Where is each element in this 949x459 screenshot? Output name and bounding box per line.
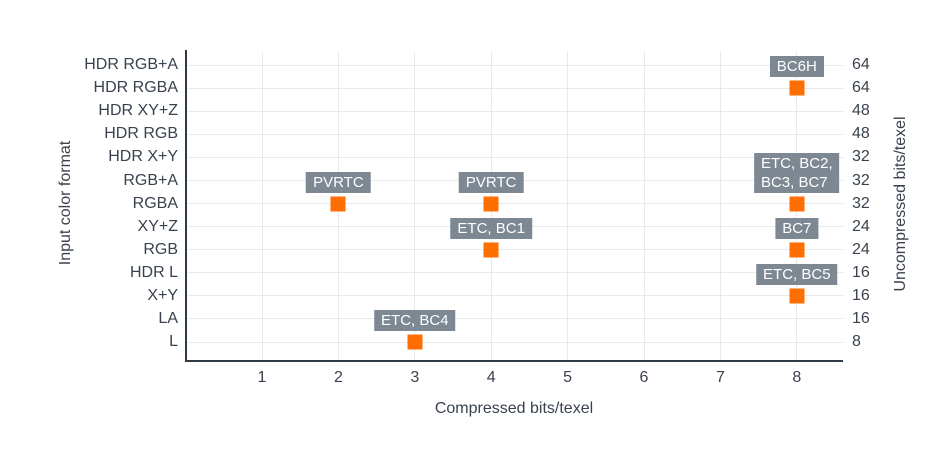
x-tick-label: 8: [792, 369, 802, 386]
category-label: RGB: [143, 240, 178, 258]
point-label: ETC, BC1: [450, 217, 532, 239]
y-axis-title-right: Uncompressed bits/texel: [892, 116, 909, 292]
gridline-horizontal: [186, 110, 843, 112]
gridline-vertical: [261, 52, 263, 361]
gridline-vertical: [567, 52, 569, 361]
category-label: X+Y: [147, 286, 178, 304]
data-point-marker: [330, 196, 346, 212]
right-value-label: 32: [852, 171, 870, 189]
point-label: ETC, BC5: [756, 263, 838, 285]
x-tick-label: 4: [486, 369, 496, 386]
right-value-label: 48: [852, 125, 870, 143]
data-point-marker: [789, 80, 805, 96]
gridline-horizontal: [186, 64, 843, 66]
x-axis-title: Compressed bits/texel: [434, 400, 594, 417]
gridline-horizontal: [186, 133, 843, 135]
x-tick-label: 2: [333, 369, 343, 386]
right-value-label: 64: [852, 56, 870, 74]
category-label: L: [169, 333, 178, 351]
category-label: HDR L: [129, 263, 178, 281]
gridline-horizontal: [186, 203, 843, 205]
category-label: HDR XY+Z: [98, 102, 178, 120]
point-label: ETC, BC2, BC3, BC7: [753, 152, 840, 193]
right-value-label: 24: [852, 240, 870, 258]
category-label: XY+Z: [137, 217, 178, 235]
point-label: BC6H: [769, 56, 824, 78]
right-value-label: 48: [852, 102, 870, 120]
right-value-label: 24: [852, 217, 870, 235]
gridline-horizontal: [186, 156, 843, 158]
gridline-horizontal: [186, 87, 843, 89]
x-tick-label: 7: [715, 369, 725, 386]
x-tick-label: 5: [563, 369, 573, 386]
category-label: HDR X+Y: [108, 148, 178, 166]
x-tick-label: 6: [639, 369, 649, 386]
data-point-marker: [483, 196, 499, 212]
right-value-label: 32: [852, 148, 870, 166]
category-label: RGB+A: [123, 171, 178, 189]
point-label: ETC, BC4: [374, 310, 456, 332]
data-point-marker: [407, 334, 423, 350]
category-label: HDR RGB: [104, 125, 178, 143]
category-label: LA: [158, 309, 178, 327]
gridline-vertical: [643, 52, 645, 361]
right-value-label: 64: [852, 79, 870, 97]
x-tick-label: 1: [257, 369, 267, 386]
right-value-label: 16: [852, 286, 870, 304]
gridline-horizontal: [186, 272, 843, 274]
right-value-label: 8: [852, 333, 861, 351]
right-value-label: 16: [852, 309, 870, 327]
category-label: HDR RGB+A: [84, 56, 178, 74]
gridline-horizontal: [186, 249, 843, 251]
x-tick-label: 3: [410, 369, 420, 386]
gridline-horizontal: [186, 341, 843, 343]
category-label: HDR RGBA: [93, 79, 178, 97]
category-label: RGBA: [132, 194, 178, 212]
right-value-label: 32: [852, 194, 870, 212]
data-point-marker: [789, 242, 805, 258]
gridline-vertical: [719, 52, 721, 361]
x-axis-line: [185, 360, 843, 362]
gridline-horizontal: [186, 318, 843, 320]
right-value-label: 16: [852, 263, 870, 281]
point-label: BC7: [775, 217, 819, 239]
data-point-marker: [483, 242, 499, 258]
data-point-marker: [789, 196, 805, 212]
point-label: PVRTC: [306, 171, 371, 193]
gridline-horizontal: [186, 295, 843, 297]
point-label: PVRTC: [458, 171, 524, 193]
data-point-marker: [789, 288, 805, 304]
y-axis-line: [185, 50, 187, 361]
